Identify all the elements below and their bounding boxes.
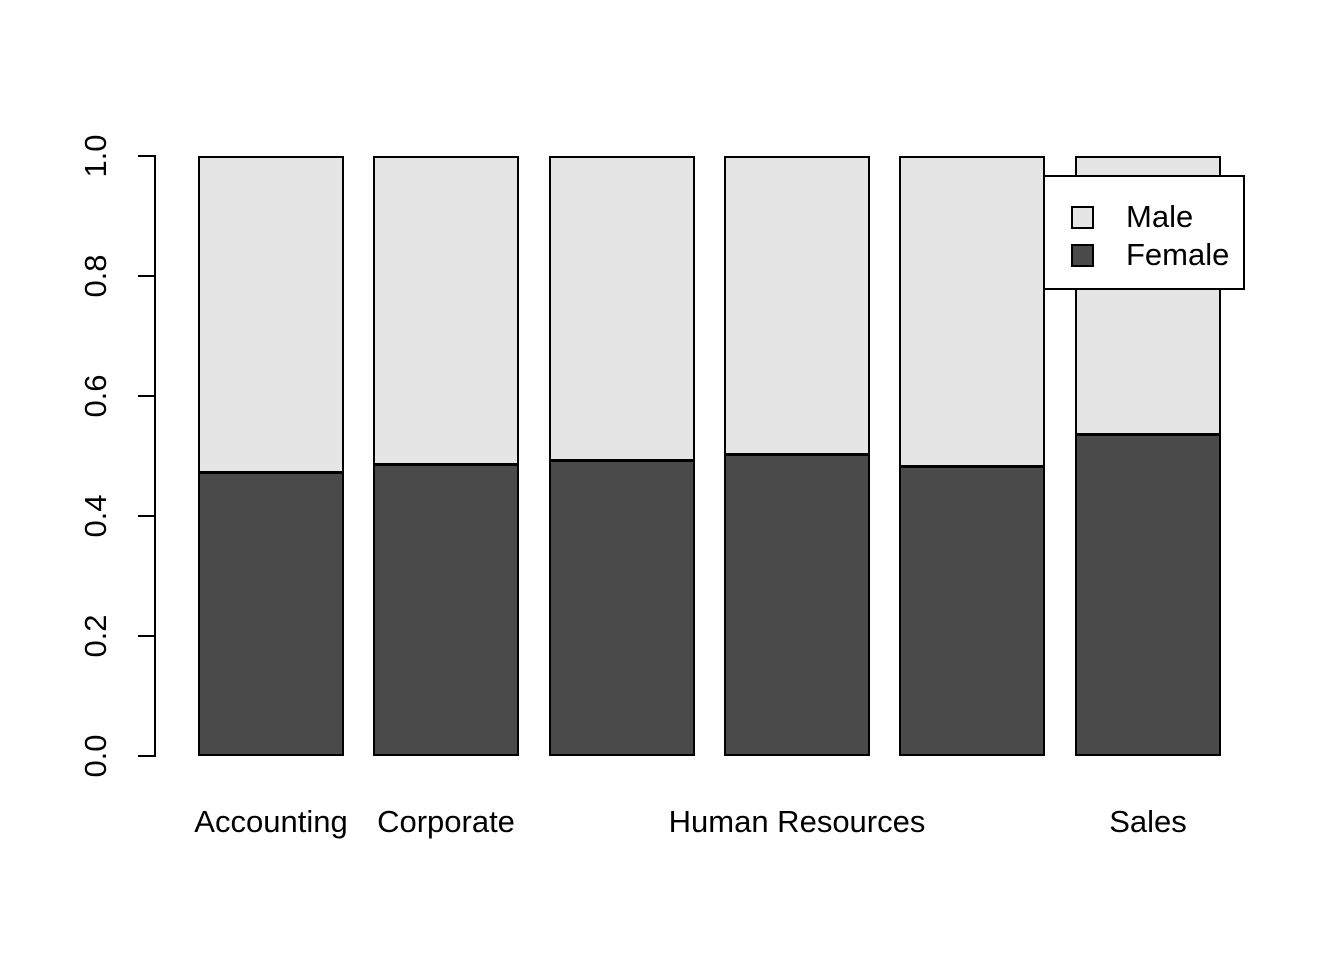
legend-entry-male: Male	[1071, 199, 1243, 234]
legend-swatch-female	[1071, 243, 1094, 267]
bar-human-resources	[724, 156, 870, 756]
bar-human-resources-female-segment	[726, 453, 868, 754]
bar-unlabeled-3-female-segment	[551, 459, 693, 754]
y-tick-label-0.0: 0.0	[78, 734, 113, 778]
bar-sales-female-segment	[1077, 433, 1219, 754]
bar-sales	[1075, 156, 1221, 756]
bar-unlabeled-5-female-segment	[901, 465, 1043, 754]
y-tick-1.0	[138, 155, 155, 157]
x-axis-label-human-resources: Human Resources	[668, 804, 926, 839]
y-tick-label-0.4: 0.4	[78, 494, 113, 538]
bar-accounting	[198, 156, 344, 756]
bar-corporate-female-segment	[375, 463, 517, 754]
y-tick-label-0.6: 0.6	[78, 374, 113, 418]
legend-swatch-male	[1071, 205, 1094, 229]
legend-label-male: Male	[1126, 199, 1194, 234]
y-tick-label-1.0: 1.0	[78, 134, 113, 178]
y-tick-0.8	[138, 275, 155, 277]
bar-accounting-female-segment	[200, 471, 342, 754]
bar-unlabeled-3	[549, 156, 695, 756]
y-tick-label-0.8: 0.8	[78, 254, 113, 298]
bar-corporate	[373, 156, 519, 756]
y-tick-0.0	[138, 755, 155, 757]
bar-unlabeled-5	[899, 156, 1045, 756]
y-tick-0.2	[138, 635, 155, 637]
legend-entry-female: Female	[1071, 237, 1243, 272]
x-axis-label-sales: Sales	[1109, 804, 1187, 839]
x-axis-label-corporate: Corporate	[377, 804, 515, 839]
y-tick-label-0.2: 0.2	[78, 614, 113, 658]
legend: Male Female	[1043, 175, 1245, 290]
x-axis-label-accounting: Accounting	[194, 804, 348, 839]
y-axis-line	[154, 155, 156, 757]
y-tick-0.6	[138, 395, 155, 397]
legend-label-female: Female	[1126, 237, 1230, 272]
y-tick-0.4	[138, 515, 155, 517]
